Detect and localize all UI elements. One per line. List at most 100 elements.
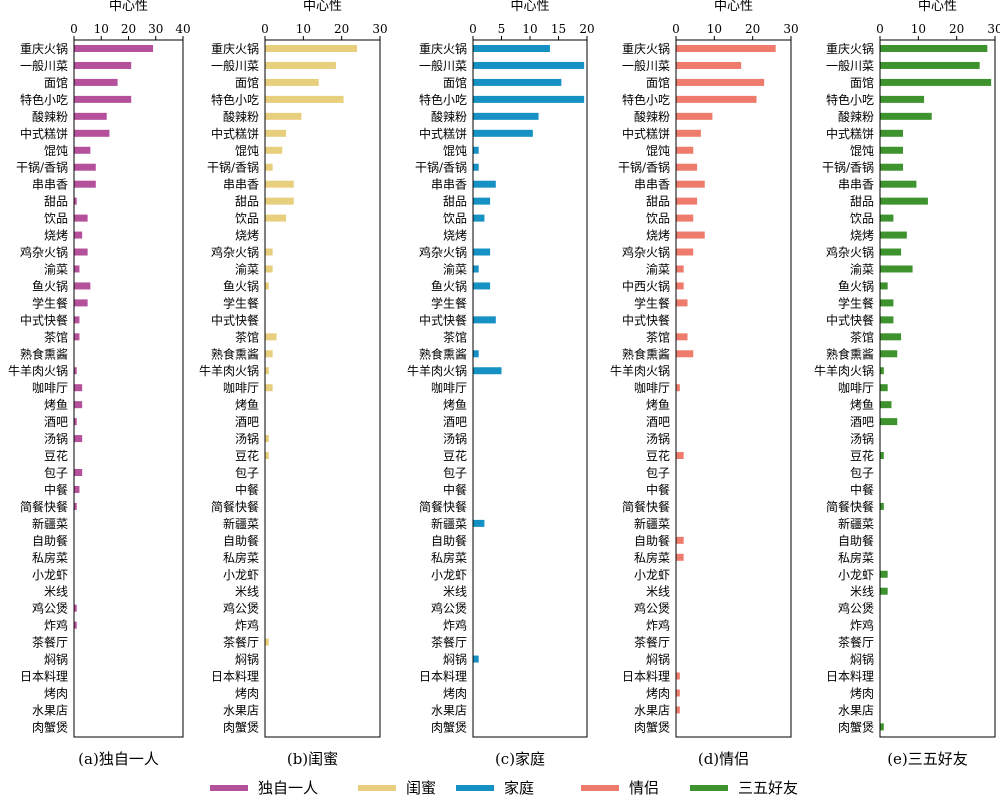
bar	[74, 469, 83, 476]
bar	[74, 299, 88, 307]
category-label: 酒吧	[646, 415, 670, 429]
category-label: 烧烤	[235, 228, 259, 243]
category-label: 私房菜	[32, 550, 68, 565]
category-label: 中餐	[235, 482, 259, 497]
category-label: 学生餐	[431, 295, 467, 310]
bar	[265, 45, 357, 52]
category-label: 烤肉	[646, 685, 670, 700]
bar	[265, 61, 336, 69]
category-label: 茶餐厅	[32, 635, 68, 650]
category-label: 鸡杂火锅	[20, 245, 68, 260]
bar	[265, 197, 294, 205]
category-label: 私房菜	[634, 550, 670, 565]
category-label: 串串香	[838, 178, 874, 192]
category-label: 特色小吃	[20, 92, 68, 107]
category-label: 渝菜	[44, 261, 68, 276]
category-label: 简餐快餐	[211, 499, 259, 514]
category-label: 饮品	[443, 212, 467, 226]
bar	[265, 129, 287, 137]
category-label: 特色小吃	[826, 92, 874, 107]
bar	[265, 248, 273, 256]
category-label: 熟食熏酱	[826, 346, 874, 361]
category-label: 一般川菜	[622, 58, 670, 73]
bar	[880, 78, 992, 86]
category-label: 肉蟹煲	[634, 719, 670, 734]
bar	[74, 265, 80, 273]
category-label: 中餐	[443, 482, 467, 497]
bar	[74, 621, 77, 629]
category-label: 新疆菜	[431, 516, 467, 531]
category-label: 牛羊肉火锅	[610, 363, 670, 378]
category-label: 水果店	[838, 703, 874, 717]
category-label: 酸辣粉	[32, 109, 68, 124]
legend-swatch	[690, 785, 728, 791]
bar	[473, 197, 491, 205]
bar	[880, 299, 894, 307]
category-label: 一般川菜	[826, 58, 874, 73]
bar	[473, 61, 585, 69]
category-label: 牛羊肉火锅	[199, 363, 259, 378]
category-label: 干锅/香锅	[618, 160, 670, 175]
bar	[473, 316, 496, 324]
category-label: 酒吧	[850, 415, 874, 429]
category-label: 鸡杂火锅	[826, 245, 874, 260]
x-axis-label: 中心性	[714, 0, 753, 14]
category-label: 中式快餐	[419, 312, 467, 327]
x-tick-label: 0	[672, 22, 680, 36]
category-label: 水果店	[431, 703, 467, 717]
bar	[880, 112, 932, 120]
plot-frame	[73, 39, 184, 738]
x-tick-label: 30	[783, 22, 798, 36]
bar	[74, 129, 110, 137]
bar	[880, 452, 884, 460]
category-label: 茶馆	[850, 329, 874, 344]
bar	[676, 214, 694, 222]
bar	[880, 587, 888, 595]
bar	[473, 367, 502, 375]
bar	[880, 265, 913, 273]
category-label: 重庆火锅	[20, 41, 68, 56]
bar	[74, 146, 91, 154]
bar	[265, 367, 269, 375]
category-label: 新疆菜	[634, 516, 670, 531]
category-label: 串串香	[431, 178, 467, 192]
category-label: 炸鸡	[850, 618, 874, 633]
bar	[880, 129, 903, 137]
bar	[880, 282, 888, 290]
bar	[473, 248, 491, 256]
bar	[880, 367, 884, 375]
category-label: 熟食熏酱	[20, 346, 68, 361]
x-tick-label: 15	[551, 22, 566, 36]
bar	[880, 45, 988, 52]
category-label: 一般川菜	[419, 58, 467, 73]
category-label: 炸鸡	[646, 618, 670, 633]
bar	[880, 723, 884, 731]
category-label: 炸鸡	[235, 618, 259, 633]
bar	[473, 163, 479, 171]
category-label: 简餐快餐	[826, 499, 874, 514]
bar	[265, 638, 269, 646]
category-label: 一般川菜	[20, 58, 68, 73]
category-label: 面馆	[646, 75, 670, 90]
bar	[473, 282, 491, 290]
category-label: 酸辣粉	[431, 109, 467, 124]
category-label: 鸡公煲	[838, 601, 874, 616]
category-label: 茶馆	[443, 329, 467, 344]
category-label: 烧烤	[443, 228, 467, 243]
x-tick-label: 0	[70, 22, 78, 36]
category-label: 酸辣粉	[838, 109, 874, 124]
category-label: 面馆	[235, 75, 259, 90]
category-label: 咖啡厅	[32, 380, 68, 395]
bar	[74, 163, 96, 171]
category-label: 鱼火锅	[32, 278, 68, 293]
bar	[880, 384, 888, 392]
bar	[676, 706, 680, 714]
bar	[880, 231, 907, 239]
bar	[265, 163, 273, 171]
category-label: 焖锅	[44, 652, 68, 667]
category-label: 甜品	[850, 195, 874, 209]
category-label: 包子	[850, 466, 874, 480]
bar	[265, 350, 273, 358]
bar	[880, 418, 898, 426]
category-label: 干锅/香锅	[207, 160, 259, 175]
